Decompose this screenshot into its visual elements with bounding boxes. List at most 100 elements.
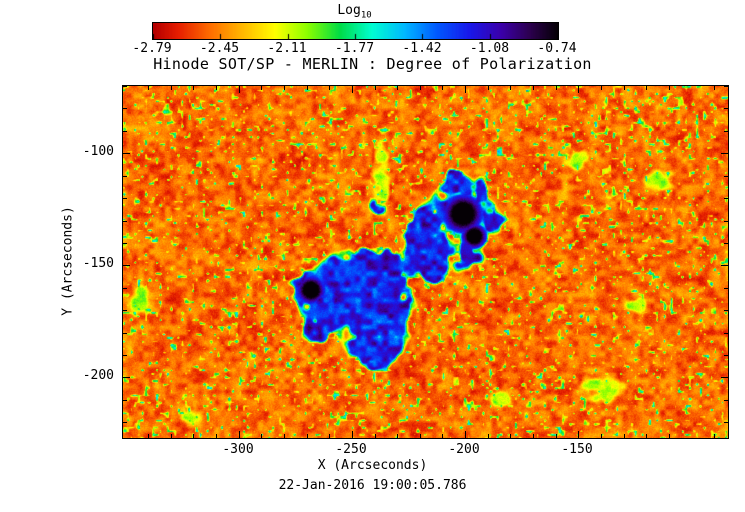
y-minor-tick (123, 400, 127, 401)
x-minor-tick (533, 86, 534, 90)
x-minor-tick (556, 86, 557, 90)
y-minor-tick (724, 355, 728, 356)
y-minor-tick (724, 108, 728, 109)
colorbar-tick-label: -1.08 (469, 41, 510, 56)
x-minor-tick (148, 86, 149, 90)
y-minor-tick (123, 422, 127, 423)
y-tick-label: -200 (82, 368, 114, 383)
x-minor-tick (375, 434, 376, 438)
y-minor-tick (724, 198, 728, 199)
x-minor-tick (375, 86, 376, 90)
polarization-heatmap-canvas (123, 86, 728, 438)
x-minor-tick (307, 86, 308, 90)
colorbar-tick-label: -1.42 (402, 41, 442, 56)
colorbar-gradient (153, 23, 558, 39)
y-minor-tick (123, 243, 127, 244)
y-minor-tick (123, 198, 127, 199)
x-minor-tick (261, 86, 262, 90)
y-minor-tick (123, 108, 127, 109)
colorbar-tick-label: -2.45 (199, 41, 240, 56)
x-minor-tick (397, 434, 398, 438)
x-minor-tick (624, 434, 625, 438)
y-minor-tick (724, 221, 728, 222)
x-minor-tick (601, 434, 602, 438)
x-minor-tick (284, 86, 285, 90)
y-tick-label: -100 (82, 144, 114, 159)
y-tick-label: -150 (82, 256, 114, 271)
x-minor-tick (624, 86, 625, 90)
x-minor-tick (714, 434, 715, 438)
y-minor-tick (724, 400, 728, 401)
x-minor-tick (261, 434, 262, 438)
x-minor-tick (646, 86, 647, 90)
x-tick-label: -150 (561, 442, 593, 457)
x-major-tick (352, 86, 353, 93)
x-minor-tick (488, 434, 489, 438)
x-minor-tick (420, 434, 421, 438)
y-major-tick (721, 265, 728, 266)
plot-area (122, 85, 729, 439)
colorbar-tick-label: -1.77 (334, 41, 375, 56)
x-minor-tick (284, 434, 285, 438)
x-minor-tick (601, 86, 602, 90)
x-minor-tick (442, 434, 443, 438)
colorbar-tick-label: -0.74 (537, 41, 577, 56)
y-axis-label: Y (Arcseconds) (60, 206, 76, 316)
colorbar-title-main: Log (337, 3, 361, 18)
x-minor-tick (397, 86, 398, 90)
x-minor-tick (193, 434, 194, 438)
y-minor-tick (724, 176, 728, 177)
colorbar-tick-label: -2.11 (267, 41, 307, 56)
x-minor-tick (669, 434, 670, 438)
x-minor-tick (420, 86, 421, 90)
x-minor-tick (329, 434, 330, 438)
y-major-tick (123, 153, 130, 154)
timestamp: 22-Jan-2016 19:00:05.786 (278, 478, 467, 493)
x-minor-tick (442, 86, 443, 90)
y-minor-tick (724, 288, 728, 289)
y-major-tick (721, 153, 728, 154)
x-major-tick (465, 431, 466, 438)
x-major-tick (239, 86, 240, 93)
x-minor-tick (533, 434, 534, 438)
x-tick-label: -250 (335, 442, 367, 457)
x-minor-tick (488, 86, 489, 90)
y-minor-tick (123, 131, 127, 132)
x-minor-tick (510, 86, 511, 90)
y-minor-tick (123, 288, 127, 289)
x-minor-tick (216, 86, 217, 90)
x-minor-tick (193, 86, 194, 90)
colorbar-title: Log10 (152, 3, 557, 21)
x-minor-tick (510, 434, 511, 438)
x-minor-tick (669, 86, 670, 90)
y-minor-tick (724, 333, 728, 334)
x-minor-tick (646, 434, 647, 438)
colorbar (152, 22, 559, 40)
y-minor-tick (123, 221, 127, 222)
x-minor-tick (329, 86, 330, 90)
y-minor-tick (724, 131, 728, 132)
x-minor-tick (148, 434, 149, 438)
x-axis-label: X (Arcseconds) (317, 458, 428, 473)
y-minor-tick (123, 310, 127, 311)
y-minor-tick (123, 333, 127, 334)
y-minor-tick (724, 422, 728, 423)
y-minor-tick (123, 355, 127, 356)
y-major-tick (721, 377, 728, 378)
x-minor-tick (307, 434, 308, 438)
colorbar-title-sub: 10 (360, 10, 372, 21)
x-major-tick (578, 431, 579, 438)
x-major-tick (239, 431, 240, 438)
x-major-tick (578, 86, 579, 93)
y-minor-tick (724, 243, 728, 244)
y-major-tick (123, 377, 130, 378)
plot-title: Hinode SOT/SP - MERLIN : Degree of Polar… (153, 55, 592, 73)
y-major-tick (123, 265, 130, 266)
y-minor-tick (724, 86, 728, 87)
colorbar-tick-label: -2.79 (132, 41, 172, 56)
y-minor-tick (123, 86, 127, 87)
x-minor-tick (556, 434, 557, 438)
x-major-tick (352, 431, 353, 438)
x-minor-tick (216, 434, 217, 438)
